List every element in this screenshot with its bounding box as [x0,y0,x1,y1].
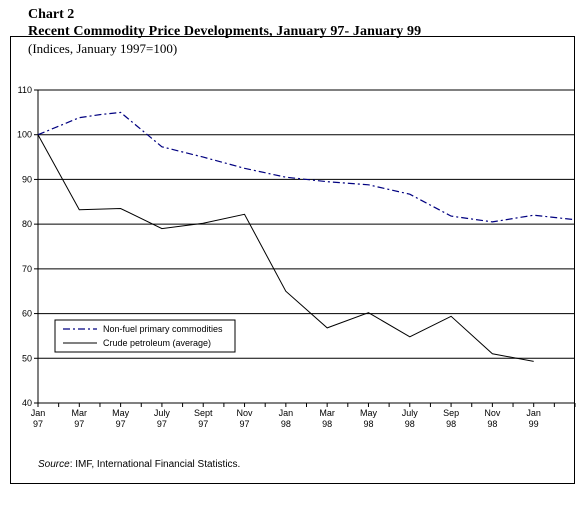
x-tick-label: 98 [281,419,291,429]
x-tick-label: 98 [322,419,332,429]
x-tick-label: Jan [526,408,541,418]
x-tick-label: 98 [446,419,456,429]
x-tick-label: 98 [487,419,497,429]
y-tick-label: 50 [22,353,32,363]
x-tick-label: 97 [116,419,126,429]
chart-header: Chart 2 Recent Commodity Price Developme… [28,6,421,57]
x-tick-label: Nov [484,408,501,418]
x-tick-label: July [402,408,419,418]
x-tick-label: 97 [74,419,84,429]
y-tick-label: 90 [22,174,32,184]
x-tick-label: 99 [529,419,539,429]
x-tick-label: Sep [443,408,459,418]
y-tick-label: 60 [22,309,32,319]
x-tick-label: Jan [31,408,46,418]
x-tick-label: 98 [405,419,415,429]
y-tick-label: 110 [18,85,32,95]
chart-subtitle: (Indices, January 1997=100) [28,41,178,56]
series-line-crude-petroleum [37,134,534,362]
x-tick-label: 97 [240,419,250,429]
chart-title: Recent Commodity Price Developments, Jan… [28,24,422,39]
legend-box [54,319,236,353]
y-tick-label: 100 [17,130,32,140]
x-tick-label: 97 [157,419,167,429]
x-tick-label: May [360,408,378,418]
legend-label: Crude petroleum (average) [103,338,211,348]
x-tick-label: May [112,408,130,418]
y-tick-label: 80 [22,219,32,229]
x-tick-label: 98 [363,419,373,429]
source-prefix: Source [38,459,70,470]
legend-label: Non-fuel primary commodities [103,324,223,334]
source-note: Source: IMF, International Financial Sta… [38,459,240,470]
x-tick-label: Mar [319,408,335,418]
x-tick-label: 97 [198,419,208,429]
source-text: : IMF, International Financial Statistic… [69,459,241,470]
series-line-non-fuel [37,111,576,223]
x-tick-label: 97 [33,419,43,429]
x-tick-label: Sept [194,408,213,418]
chart-label: Chart 2 [28,7,75,22]
x-tick-label: Mar [72,408,88,418]
y-tick-label: 70 [22,264,32,274]
x-tick-label: July [154,408,171,418]
y-tick-label: 40 [22,398,32,408]
x-tick-label: Jan [279,408,294,418]
chart-frame [10,36,575,484]
x-tick-label: Nov [237,408,254,418]
